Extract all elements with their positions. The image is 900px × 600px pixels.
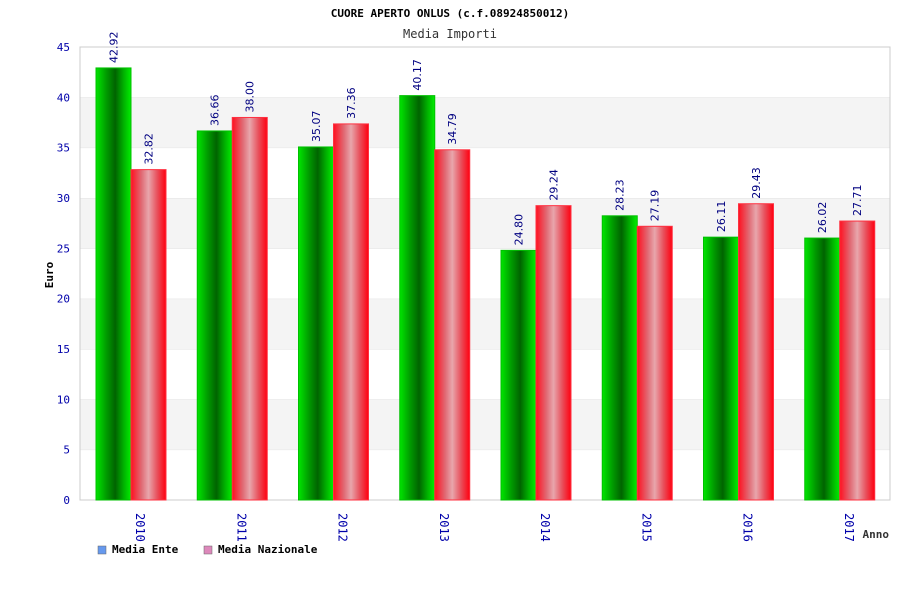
bar-media-ente xyxy=(703,236,739,501)
legend-label: Media Nazionale xyxy=(218,543,318,556)
y-tick-label: 45 xyxy=(57,41,70,54)
y-tick-label: 40 xyxy=(57,91,70,104)
data-label: 35.07 xyxy=(310,110,323,142)
legend-swatch xyxy=(203,545,213,555)
bars: 42.92 32.82 36.66 38.00 35.07 37.36 40.17 34.79… xyxy=(95,31,876,501)
data-label: 36.66 xyxy=(209,94,222,126)
grid-band xyxy=(80,47,890,98)
bar-media-ente xyxy=(399,95,436,501)
bar-media-nazionale xyxy=(130,169,167,501)
plot-frame xyxy=(79,46,891,501)
data-label: 40.17 xyxy=(411,59,424,91)
y-tick-label: 15 xyxy=(57,343,70,356)
bar-media-ente xyxy=(95,67,132,501)
legend: Media Ente Media Nazionale xyxy=(97,543,318,556)
x-tick-label: 2012 xyxy=(336,513,350,542)
y-tick-label: 25 xyxy=(57,242,70,255)
bar-media-nazionale xyxy=(839,220,876,501)
bar-media-nazionale xyxy=(231,116,268,501)
x-tick-label: 2014 xyxy=(538,513,552,542)
data-label: 42.92 xyxy=(108,31,121,63)
bar-media-ente xyxy=(601,215,638,501)
bar-media-nazionale xyxy=(434,149,471,501)
x-axis-label: Anno xyxy=(863,528,890,541)
data-label: 28.23 xyxy=(614,179,627,211)
legend-swatch xyxy=(97,545,107,555)
y-tick-label: 0 xyxy=(63,494,70,507)
y-tick-label: 10 xyxy=(57,393,70,406)
bar-media-nazionale xyxy=(636,225,673,501)
chart-subtitle: Media Importi xyxy=(403,27,497,41)
x-tick-label: 2011 xyxy=(234,513,248,542)
data-label: 29.43 xyxy=(750,167,763,199)
bar-media-nazionale xyxy=(333,123,369,501)
data-label: 27.19 xyxy=(649,190,662,222)
data-label: 27.71 xyxy=(851,185,864,217)
y-tick-label: 30 xyxy=(57,192,70,205)
data-label: 32.82 xyxy=(143,133,156,165)
bar-media-ente xyxy=(196,130,233,501)
y-tick-label: 35 xyxy=(57,142,70,155)
data-label: 38.00 xyxy=(244,81,257,113)
data-label: 24.80 xyxy=(513,214,526,246)
x-tick-label: 2015 xyxy=(639,513,653,542)
x-tick-label: 2013 xyxy=(437,513,451,542)
bar-media-nazionale xyxy=(738,203,774,501)
chart-title: CUORE APERTO ONLUS (c.f.08924850012) xyxy=(331,7,569,20)
bar-media-ente xyxy=(298,146,334,501)
data-label: 37.36 xyxy=(345,87,358,119)
data-label: 29.24 xyxy=(548,169,561,201)
data-label: 26.11 xyxy=(715,201,728,233)
data-label: 26.02 xyxy=(816,202,829,234)
bar-media-ente xyxy=(804,237,841,501)
bar-media-nazionale xyxy=(535,205,572,501)
x-tick-label: 2016 xyxy=(741,513,755,542)
axes: 0 5 10 15 20 25 30 35 40 45 2010 2011 2012 2013 2014 20… xyxy=(57,41,856,542)
y-axis-label: Euro xyxy=(43,261,56,288)
y-tick-label: 5 xyxy=(63,444,70,457)
data-label: 34.79 xyxy=(446,113,459,145)
legend-label: Media Ente xyxy=(112,543,179,556)
x-tick-label: 2017 xyxy=(842,513,856,542)
bar-media-ente xyxy=(500,249,537,501)
x-tick-label: 2010 xyxy=(133,513,147,542)
y-tick-label: 20 xyxy=(57,293,70,306)
